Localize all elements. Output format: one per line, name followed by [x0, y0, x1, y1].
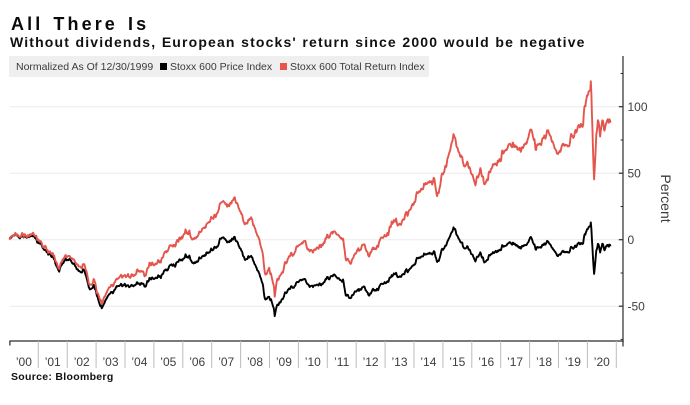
svg-text:-50: -50: [628, 300, 646, 314]
svg-text:0: 0: [628, 233, 635, 247]
svg-text:’01: ’01: [45, 355, 61, 369]
svg-text:’12: ’12: [363, 355, 379, 369]
svg-text:’14: ’14: [420, 355, 436, 369]
svg-text:’19: ’19: [565, 355, 581, 369]
svg-text:’03: ’03: [102, 355, 118, 369]
svg-text:’16: ’16: [478, 355, 494, 369]
svg-text:’20: ’20: [594, 355, 610, 369]
svg-text:’07: ’07: [218, 355, 234, 369]
svg-text:’06: ’06: [189, 355, 205, 369]
svg-text:’05: ’05: [160, 355, 176, 369]
svg-text:100: 100: [628, 100, 648, 114]
svg-text:Percent: Percent: [658, 174, 674, 222]
svg-text:’18: ’18: [536, 355, 552, 369]
svg-text:’15: ’15: [449, 355, 465, 369]
svg-text:50: 50: [628, 167, 642, 181]
svg-text:’02: ’02: [74, 355, 90, 369]
svg-text:’13: ’13: [391, 355, 407, 369]
svg-text:’00: ’00: [16, 355, 32, 369]
svg-text:’17: ’17: [507, 355, 523, 369]
svg-text:’04: ’04: [131, 355, 147, 369]
svg-text:’09: ’09: [276, 355, 292, 369]
svg-text:’10: ’10: [305, 355, 321, 369]
svg-text:’11: ’11: [334, 355, 349, 369]
svg-text:’08: ’08: [247, 355, 263, 369]
